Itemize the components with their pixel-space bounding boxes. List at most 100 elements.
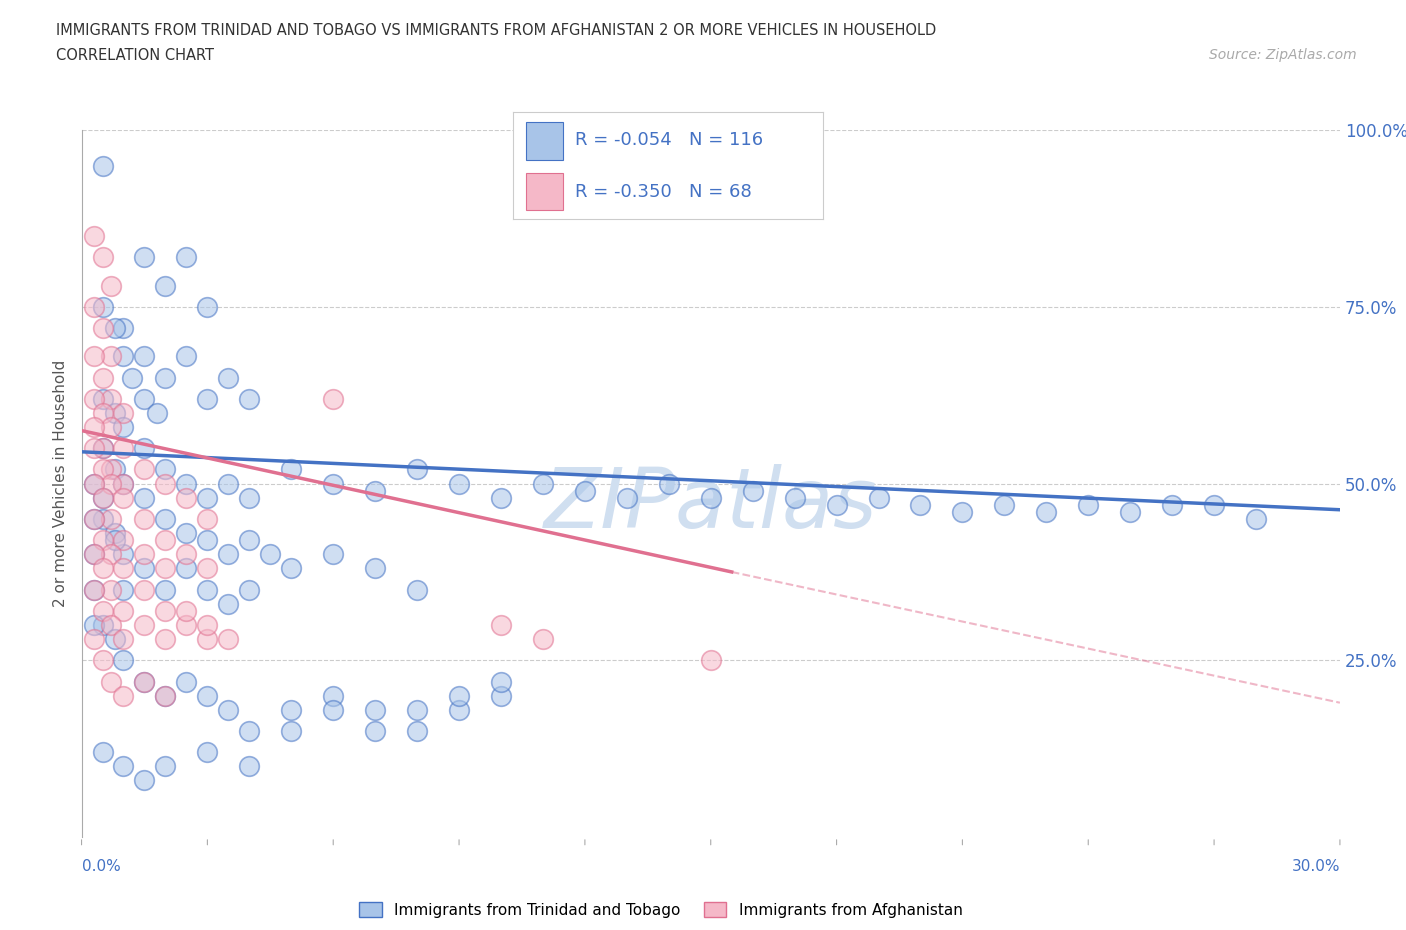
Point	[176, 250, 198, 265]
Point	[322, 547, 344, 562]
Point	[155, 462, 177, 477]
Point	[91, 441, 114, 456]
Point	[112, 561, 135, 576]
FancyBboxPatch shape	[526, 173, 562, 210]
Point	[1244, 512, 1267, 526]
Point	[238, 582, 260, 597]
Point	[155, 370, 177, 385]
Point	[197, 631, 219, 646]
Point	[238, 533, 260, 548]
Point	[104, 525, 127, 540]
Point	[134, 349, 156, 364]
Point	[91, 512, 114, 526]
Point	[134, 250, 156, 265]
Point	[83, 512, 105, 526]
Point	[112, 582, 135, 597]
Text: 0.0%: 0.0%	[82, 859, 121, 874]
Point	[91, 745, 114, 760]
Point	[406, 582, 429, 597]
Point	[134, 674, 156, 689]
Point	[112, 533, 135, 548]
Point	[91, 604, 114, 618]
Point	[134, 462, 156, 477]
Point	[134, 392, 156, 406]
Point	[112, 631, 135, 646]
Point	[406, 702, 429, 717]
Point	[197, 490, 219, 505]
Point	[531, 476, 554, 491]
Point	[197, 512, 219, 526]
Point	[100, 547, 122, 562]
Point	[1204, 498, 1226, 512]
Point	[489, 618, 512, 632]
Point	[238, 490, 260, 505]
Point	[112, 405, 135, 420]
Point	[100, 392, 122, 406]
Point	[155, 476, 177, 491]
Point	[134, 618, 156, 632]
Point	[91, 250, 114, 265]
Point	[1077, 498, 1099, 512]
Point	[259, 547, 281, 562]
Point	[741, 484, 763, 498]
Text: ZIPatlas: ZIPatlas	[544, 464, 877, 545]
Point	[155, 533, 177, 548]
Point	[197, 299, 219, 314]
Point	[868, 490, 890, 505]
Text: Source: ZipAtlas.com: Source: ZipAtlas.com	[1209, 48, 1357, 62]
Point	[91, 490, 114, 505]
Point	[83, 512, 105, 526]
Point	[364, 484, 387, 498]
Point	[112, 547, 135, 562]
Point	[322, 688, 344, 703]
Point	[176, 547, 198, 562]
Point	[322, 702, 344, 717]
Point	[910, 498, 932, 512]
Point	[197, 745, 219, 760]
Point	[134, 582, 156, 597]
Point	[217, 370, 239, 385]
Point	[134, 441, 156, 456]
Point	[91, 392, 114, 406]
Legend: Immigrants from Trinidad and Tobago, Immigrants from Afghanistan: Immigrants from Trinidad and Tobago, Imm…	[359, 902, 963, 918]
Point	[112, 688, 135, 703]
Point	[100, 349, 122, 364]
Point	[280, 561, 302, 576]
Point	[197, 533, 219, 548]
Point	[83, 441, 105, 456]
Point	[176, 618, 198, 632]
Point	[134, 773, 156, 788]
Point	[91, 462, 114, 477]
Point	[489, 490, 512, 505]
Point	[134, 512, 156, 526]
Point	[176, 674, 198, 689]
Point	[100, 476, 122, 491]
Point	[700, 653, 723, 668]
Point	[83, 392, 105, 406]
Point	[616, 490, 638, 505]
Point	[238, 724, 260, 738]
Point	[1161, 498, 1184, 512]
Point	[112, 490, 135, 505]
Point	[176, 604, 198, 618]
Point	[217, 596, 239, 611]
Point	[952, 504, 974, 519]
Point	[112, 653, 135, 668]
Point	[825, 498, 848, 512]
Point	[91, 618, 114, 632]
Point	[83, 547, 105, 562]
Point	[322, 392, 344, 406]
Point	[134, 561, 156, 576]
Point	[134, 674, 156, 689]
Point	[112, 759, 135, 774]
Point	[217, 476, 239, 491]
Point	[1119, 504, 1142, 519]
Point	[280, 462, 302, 477]
Point	[112, 349, 135, 364]
Point	[83, 419, 105, 434]
Point	[489, 674, 512, 689]
Point	[406, 724, 429, 738]
Point	[112, 476, 135, 491]
Point	[155, 631, 177, 646]
Point	[238, 392, 260, 406]
